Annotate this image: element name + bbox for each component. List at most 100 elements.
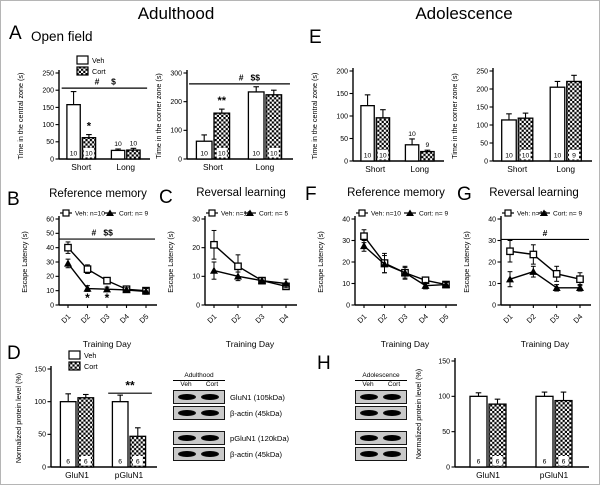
svg-text:10: 10 xyxy=(522,153,530,160)
svg-text:D1: D1 xyxy=(59,312,72,325)
svg-text:D3: D3 xyxy=(548,312,561,325)
blot-band xyxy=(360,450,378,457)
svg-text:200: 200 xyxy=(170,99,182,106)
chart-central-zone-adult: 0 50 100 150 200 250 Time in the central zone … xyxy=(15,51,153,179)
chart-central-zone-adolescent: 0 50 100 150 200 Time in the central zone (s)… xyxy=(309,57,447,181)
svg-text:10: 10 xyxy=(130,140,138,147)
svg-text:**: ** xyxy=(125,379,135,393)
blot-strip: β-actin (45kDa) xyxy=(173,406,289,420)
chart-corner-zone-adult: 0 100 200 300 Time in the corner zone (s) Sho… xyxy=(153,51,299,179)
western-blot-adolescence: Adolescence Veh Cort xyxy=(355,372,407,461)
chart-reference-memory-adult: 0 10 20 30 40 50 60 Escape Latency (s) D1 D2 D3 D4 D… xyxy=(19,201,161,351)
svg-text:Escape Latency (s): Escape Latency (s) xyxy=(316,231,325,293)
svg-text:9: 9 xyxy=(572,153,576,160)
svg-text:10: 10 xyxy=(218,151,226,158)
svg-text:20: 20 xyxy=(342,259,350,266)
svg-text:6: 6 xyxy=(562,459,566,466)
blot-band xyxy=(178,409,196,416)
svg-text:50: 50 xyxy=(46,231,54,238)
svg-text:D3: D3 xyxy=(396,312,409,325)
svg-text:Veh: n=10: Veh: n=10 xyxy=(371,210,401,217)
panel-title-reference-memory-adult: Reference memory xyxy=(49,188,147,200)
svg-text:D1: D1 xyxy=(205,312,218,325)
svg-text:Long: Long xyxy=(410,164,429,174)
svg-text:Escape Latency (s): Escape Latency (s) xyxy=(462,231,471,293)
svg-text:D5: D5 xyxy=(437,312,450,325)
svg-text:Escape Latency (s): Escape Latency (s) xyxy=(20,231,29,293)
svg-text:100: 100 xyxy=(336,113,348,120)
svg-text:0: 0 xyxy=(346,302,350,309)
chart-protein-level-adult: 0 50 100 150 Normalized protein level (%) Glu… xyxy=(13,349,163,484)
svg-text:D1: D1 xyxy=(355,312,368,325)
svg-text:150: 150 xyxy=(336,91,348,98)
blot-lane-label: Veh xyxy=(180,381,192,388)
svg-text:*: * xyxy=(105,291,110,305)
svg-text:# $$: # $$ xyxy=(92,228,114,238)
panel-label-h: H xyxy=(317,353,331,374)
svg-text:50: 50 xyxy=(340,136,348,143)
svg-text:Cort: n= 9: Cort: n= 9 xyxy=(553,210,582,217)
blot-band xyxy=(383,409,401,416)
blot-band xyxy=(178,393,196,400)
svg-text:#: # xyxy=(543,228,548,238)
svg-text:200: 200 xyxy=(42,88,54,95)
svg-text:pGluN1: pGluN1 xyxy=(540,470,569,480)
svg-text:50: 50 xyxy=(46,139,54,146)
blot-strip-label: β-actin (45kDa) xyxy=(230,449,283,459)
blot-band xyxy=(360,409,378,416)
svg-text:200: 200 xyxy=(336,68,348,75)
svg-text:10: 10 xyxy=(554,153,562,160)
svg-text:10: 10 xyxy=(364,153,372,160)
blot-strip: β-actin (45kDa) xyxy=(173,447,289,461)
blot-band xyxy=(360,434,378,441)
svg-text:20: 20 xyxy=(192,245,200,252)
svg-text:D2: D2 xyxy=(79,312,92,325)
svg-text:30: 30 xyxy=(342,238,350,245)
chart-svg-h_protein: 0 50 100 150 Normalized protein level (%) Glu… xyxy=(414,358,589,480)
svg-text:40: 40 xyxy=(342,216,350,223)
panel-label-f: F xyxy=(305,184,317,205)
svg-text:D4: D4 xyxy=(118,312,131,325)
svg-text:Cort: n= 9: Cort: n= 9 xyxy=(119,210,148,217)
panel-label-c: C xyxy=(159,187,173,208)
blot-strip xyxy=(355,431,407,445)
svg-text:Short: Short xyxy=(507,164,528,174)
svg-text:0: 0 xyxy=(446,464,450,471)
svg-text:30: 30 xyxy=(488,238,496,245)
svg-text:Veh: n=10: Veh: n=10 xyxy=(75,210,105,217)
svg-text:10: 10 xyxy=(46,288,54,295)
svg-text:D4: D4 xyxy=(571,312,584,325)
svg-text:50: 50 xyxy=(480,140,488,147)
svg-text:10: 10 xyxy=(488,281,496,288)
svg-text:6: 6 xyxy=(66,459,70,466)
svg-text:100: 100 xyxy=(170,128,182,135)
svg-text:10: 10 xyxy=(408,131,416,138)
svg-text:Long: Long xyxy=(556,164,575,174)
svg-text:10: 10 xyxy=(85,151,93,158)
blot-header-h_blot: Adolescence xyxy=(355,372,407,381)
svg-text:Long: Long xyxy=(256,162,275,172)
svg-text:10: 10 xyxy=(200,151,208,158)
svg-text:Cort: n= 9: Cort: n= 9 xyxy=(419,210,448,217)
svg-text:# $: # $ xyxy=(95,77,117,87)
svg-text:Normalized protein level (%): Normalized protein level (%) xyxy=(14,373,23,463)
svg-text:Veh: n=10: Veh: n=10 xyxy=(221,210,251,217)
svg-text:Short: Short xyxy=(203,162,224,172)
panel-title-reversal-learning-adult: Reversal learning xyxy=(196,187,286,199)
blot-strip-label: GluN1 (105kDa) xyxy=(230,392,285,402)
svg-text:GluN1: GluN1 xyxy=(476,470,500,480)
blot-band-box xyxy=(173,431,225,445)
svg-text:30: 30 xyxy=(192,216,200,223)
blot-band xyxy=(201,450,219,457)
svg-text:*: * xyxy=(87,121,92,133)
svg-text:10: 10 xyxy=(505,153,513,160)
section-title-adolescence: Adolescence xyxy=(415,4,513,23)
svg-text:D1: D1 xyxy=(501,312,514,325)
svg-text:D5: D5 xyxy=(137,312,150,325)
svg-text:150: 150 xyxy=(476,104,488,111)
svg-text:0: 0 xyxy=(492,302,496,309)
blot-band xyxy=(201,434,219,441)
blot-band-box xyxy=(355,390,407,404)
svg-text:10: 10 xyxy=(270,151,278,158)
chart-svg-f_ref: 0 10 20 30 40 Escape Latency (s) D1 D2 D3 D4 D5 Tra… xyxy=(316,209,457,349)
